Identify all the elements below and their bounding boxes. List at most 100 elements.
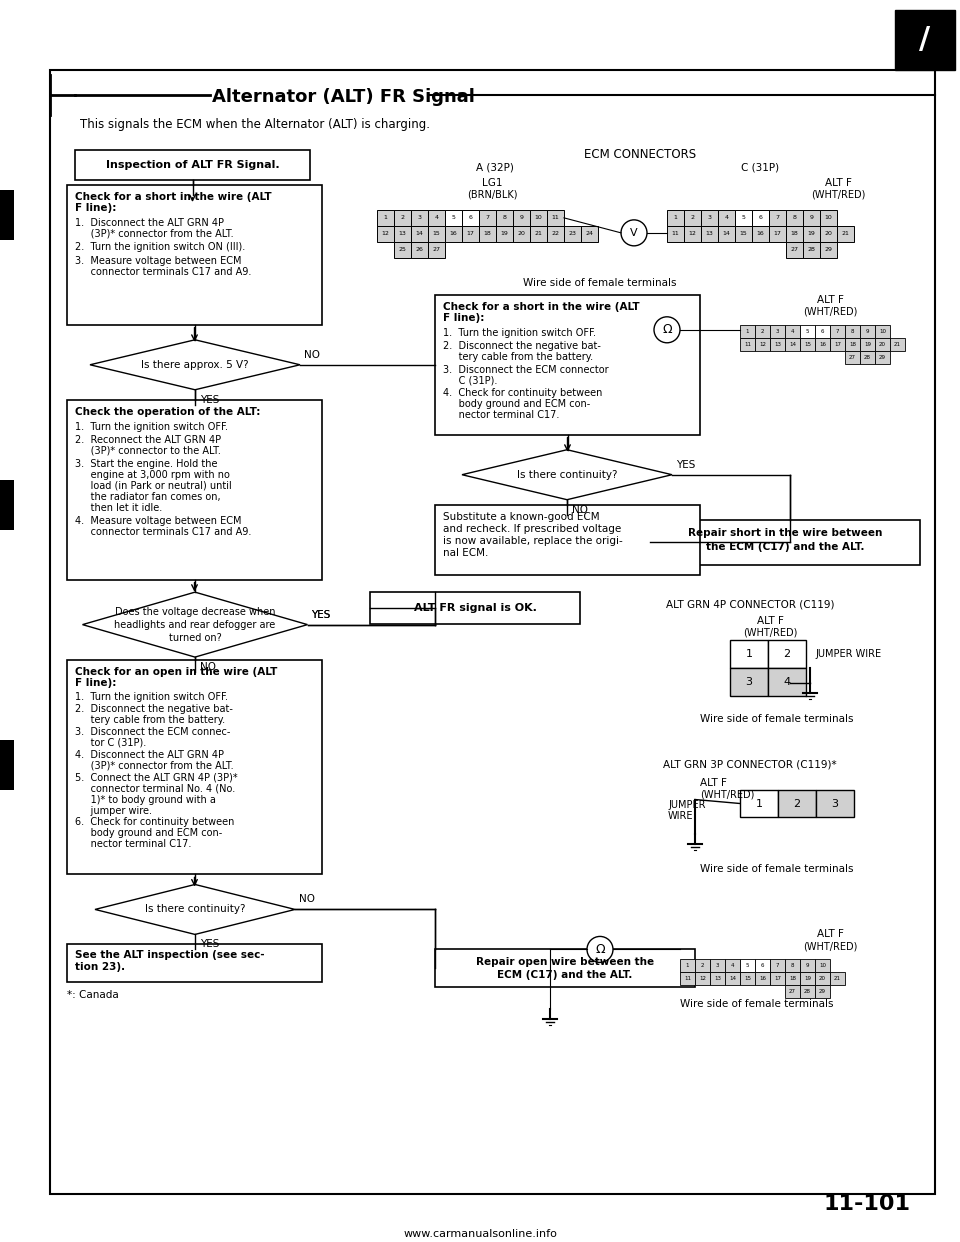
Text: YES: YES xyxy=(200,395,220,405)
FancyBboxPatch shape xyxy=(547,226,564,242)
Polygon shape xyxy=(462,450,672,499)
Text: 10: 10 xyxy=(819,964,826,969)
Text: 12: 12 xyxy=(699,976,706,981)
FancyBboxPatch shape xyxy=(755,959,770,972)
Text: 2: 2 xyxy=(783,648,791,658)
Text: 7: 7 xyxy=(836,329,839,334)
FancyBboxPatch shape xyxy=(0,190,14,240)
Text: (BRN/BLK): (BRN/BLK) xyxy=(467,190,517,200)
FancyBboxPatch shape xyxy=(890,338,905,350)
Text: Check the operation of the ALT:: Check the operation of the ALT: xyxy=(75,406,260,417)
Text: load (in Park or neutral) until: load (in Park or neutral) until xyxy=(75,481,231,491)
Text: 7: 7 xyxy=(486,215,490,220)
Text: ALT F: ALT F xyxy=(825,178,852,188)
FancyBboxPatch shape xyxy=(768,668,806,696)
Text: ALT FR signal is OK.: ALT FR signal is OK. xyxy=(414,602,537,612)
Text: 4: 4 xyxy=(791,329,794,334)
Text: tery cable from the battery.: tery cable from the battery. xyxy=(443,351,593,361)
Text: ALT F: ALT F xyxy=(817,929,844,939)
Text: 3.  Start the engine. Hold the: 3. Start the engine. Hold the xyxy=(75,458,218,468)
Text: NO: NO xyxy=(299,894,315,904)
Text: Repair open wire between the: Repair open wire between the xyxy=(476,958,654,968)
Text: turned on?: turned on? xyxy=(169,632,222,642)
Text: headlights and rear defogger are: headlights and rear defogger are xyxy=(114,620,276,630)
FancyBboxPatch shape xyxy=(377,210,394,226)
Text: Wire side of female terminals: Wire side of female terminals xyxy=(700,864,853,874)
Circle shape xyxy=(621,220,647,246)
Text: 3: 3 xyxy=(776,329,780,334)
Text: tor C (31P).: tor C (31P). xyxy=(75,738,146,748)
Text: 26: 26 xyxy=(416,247,423,252)
Text: nector terminal C17.: nector terminal C17. xyxy=(443,410,560,420)
Text: 14: 14 xyxy=(416,231,423,236)
Text: 3: 3 xyxy=(716,964,719,969)
Text: Wire side of female terminals: Wire side of female terminals xyxy=(680,1000,833,1010)
FancyBboxPatch shape xyxy=(718,210,735,226)
FancyBboxPatch shape xyxy=(820,210,837,226)
Text: 20: 20 xyxy=(879,342,886,347)
FancyBboxPatch shape xyxy=(785,338,800,350)
FancyBboxPatch shape xyxy=(735,226,752,242)
FancyBboxPatch shape xyxy=(428,210,445,226)
Text: 1: 1 xyxy=(756,799,762,809)
FancyBboxPatch shape xyxy=(67,944,322,982)
Text: 29: 29 xyxy=(825,247,832,252)
Text: 6: 6 xyxy=(760,964,764,969)
FancyBboxPatch shape xyxy=(701,210,718,226)
Text: 5: 5 xyxy=(746,964,749,969)
FancyBboxPatch shape xyxy=(445,210,462,226)
FancyBboxPatch shape xyxy=(803,210,820,226)
FancyBboxPatch shape xyxy=(815,338,830,350)
Text: 14: 14 xyxy=(789,342,796,347)
Text: 21: 21 xyxy=(834,976,841,981)
Text: the radiator fan comes on,: the radiator fan comes on, xyxy=(75,492,221,502)
Text: F line):: F line): xyxy=(75,202,116,212)
Text: 1)* to body ground with a: 1)* to body ground with a xyxy=(75,795,216,805)
FancyBboxPatch shape xyxy=(815,959,830,972)
Text: YES: YES xyxy=(311,610,331,620)
Text: 2: 2 xyxy=(793,799,801,809)
Text: 9: 9 xyxy=(519,215,523,220)
Text: 12: 12 xyxy=(688,231,696,236)
Text: nector terminal C17.: nector terminal C17. xyxy=(75,840,191,850)
FancyBboxPatch shape xyxy=(875,325,890,338)
Text: 25: 25 xyxy=(398,247,406,252)
Text: 2: 2 xyxy=(760,329,764,334)
FancyBboxPatch shape xyxy=(680,972,695,985)
FancyBboxPatch shape xyxy=(710,972,725,985)
Text: ALT GRN 3P CONNECTOR (C119)*: ALT GRN 3P CONNECTOR (C119)* xyxy=(663,760,837,770)
FancyBboxPatch shape xyxy=(496,226,513,242)
Text: 10: 10 xyxy=(535,215,542,220)
FancyBboxPatch shape xyxy=(837,226,854,242)
Polygon shape xyxy=(95,884,295,934)
Text: 2.  Disconnect the negative bat-: 2. Disconnect the negative bat- xyxy=(443,340,601,350)
FancyBboxPatch shape xyxy=(770,325,785,338)
FancyBboxPatch shape xyxy=(770,972,785,985)
FancyBboxPatch shape xyxy=(875,350,890,364)
Text: Ω: Ω xyxy=(595,943,605,956)
FancyBboxPatch shape xyxy=(50,70,935,1195)
FancyBboxPatch shape xyxy=(581,226,598,242)
FancyBboxPatch shape xyxy=(530,226,547,242)
FancyBboxPatch shape xyxy=(650,519,920,565)
FancyBboxPatch shape xyxy=(845,325,860,338)
FancyBboxPatch shape xyxy=(0,479,14,529)
FancyBboxPatch shape xyxy=(820,242,837,258)
FancyBboxPatch shape xyxy=(768,640,806,668)
FancyBboxPatch shape xyxy=(725,972,740,985)
Text: 3: 3 xyxy=(418,215,421,220)
Text: Wire side of female terminals: Wire side of female terminals xyxy=(523,278,677,288)
Text: is now available, replace the origi-: is now available, replace the origi- xyxy=(443,535,623,545)
Text: and recheck. If prescribed voltage: and recheck. If prescribed voltage xyxy=(443,524,621,534)
FancyBboxPatch shape xyxy=(803,242,820,258)
Text: 27: 27 xyxy=(849,355,856,360)
Polygon shape xyxy=(90,340,300,390)
FancyBboxPatch shape xyxy=(770,959,785,972)
Text: 4: 4 xyxy=(435,215,439,220)
FancyBboxPatch shape xyxy=(785,959,800,972)
Text: 9: 9 xyxy=(809,215,813,220)
Text: (3P)* connector from the ALT.: (3P)* connector from the ALT. xyxy=(75,760,233,770)
FancyBboxPatch shape xyxy=(479,226,496,242)
Text: 8: 8 xyxy=(793,215,797,220)
Text: 2: 2 xyxy=(400,215,404,220)
